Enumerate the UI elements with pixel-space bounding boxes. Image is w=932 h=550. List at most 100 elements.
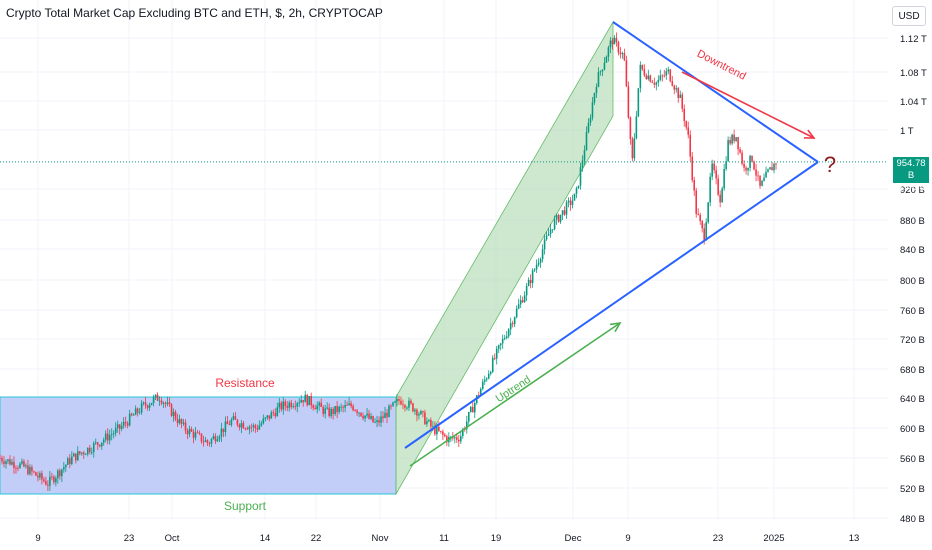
candle-body (677, 88, 680, 99)
candle-body (13, 461, 15, 468)
candle-body (669, 69, 672, 82)
candle-body (1, 458, 3, 462)
bar-countdown: 01:45:56 (893, 182, 930, 193)
candle-body (525, 285, 528, 296)
y-tick-label: 600 B (900, 424, 925, 435)
candle-body (517, 304, 520, 309)
candle-body (651, 81, 654, 83)
candle-body (130, 413, 133, 416)
candle-body (300, 400, 303, 403)
candle-body (116, 424, 119, 428)
candle-body (78, 451, 81, 454)
candle-body (503, 338, 506, 339)
candle-body (657, 79, 660, 83)
x-tick-label: 22 (311, 533, 322, 544)
candle-body (410, 400, 412, 404)
candle-body (737, 137, 739, 150)
candle-body (23, 461, 25, 467)
x-tick-label: Nov (372, 533, 389, 544)
candles (0, 32, 777, 491)
y-axis: 1.12 T 1.08 T 1.04 T 1 T 920 B 880 B 840 B 800 … (900, 34, 927, 525)
candle-body (330, 408, 332, 417)
currency-selector[interactable]: USD (892, 6, 926, 26)
candle-body (551, 229, 554, 231)
candle-body (178, 419, 181, 424)
uptrend-arrow-shaft (409, 322, 621, 467)
candle-body (19, 463, 21, 468)
candle-body (138, 412, 141, 414)
candle-body (65, 464, 67, 468)
candle-body (282, 401, 285, 410)
candle-body (763, 177, 765, 181)
candle-body (404, 405, 406, 408)
candle-body (288, 402, 291, 408)
candle-body (473, 402, 476, 413)
candle-body (408, 400, 410, 408)
candle-body (67, 458, 69, 465)
candle-body (250, 426, 253, 428)
candle-body (625, 60, 628, 87)
candle-body (280, 402, 283, 410)
candle-body (575, 188, 578, 194)
candle-body (328, 407, 330, 417)
uptrend-arrow-head (609, 321, 622, 333)
x-tick-label: Oct (165, 533, 180, 544)
candle-body (647, 75, 650, 79)
candle-body (96, 442, 99, 445)
uptrend-arrow (409, 321, 622, 467)
candle-body (611, 40, 614, 45)
candle-body (471, 406, 474, 413)
candle-body (769, 167, 771, 170)
candle-body (210, 439, 213, 444)
y-tick-label: 800 B (900, 276, 925, 287)
candle-body (292, 406, 295, 408)
range-box (0, 396, 397, 495)
candle-body (158, 400, 161, 402)
candle-body (683, 108, 686, 122)
candle-body (485, 378, 488, 380)
candle-body (186, 430, 189, 435)
support-label: Support (224, 499, 267, 513)
candle-body (224, 421, 227, 433)
candle-body (691, 156, 694, 181)
candle-body (655, 82, 658, 85)
x-tick-label: Dec (565, 533, 582, 544)
candle-body (637, 88, 640, 117)
candle-body (314, 407, 316, 410)
candle-body (709, 176, 711, 203)
candle-body (31, 467, 33, 472)
candle-body (342, 406, 344, 408)
y-tick-label: 840 B (900, 245, 925, 256)
y-tick-label: 1.04 T (900, 97, 927, 108)
candle-body (340, 406, 342, 408)
y-tick-label: 720 B (900, 335, 925, 346)
candle-body (454, 437, 456, 439)
candle-body (202, 441, 205, 443)
candle-body (118, 424, 121, 429)
candle-body (384, 412, 386, 419)
candle-body (174, 411, 177, 420)
candle-body (0, 458, 1, 459)
candle-body (771, 167, 773, 171)
candle-body (374, 422, 376, 423)
candle-body (29, 467, 31, 475)
candle-body (49, 476, 51, 486)
candle-body (695, 190, 698, 214)
candle-body (579, 167, 582, 186)
candle-body (148, 404, 151, 408)
candle-body (208, 443, 211, 444)
candle-body (214, 436, 217, 442)
candle-body (707, 202, 709, 223)
candle-body (382, 416, 384, 419)
ascending-channel (395, 20, 614, 496)
candle-body (256, 428, 259, 430)
candle-body (687, 127, 690, 135)
candle-body (284, 401, 287, 406)
candle-body (170, 404, 173, 417)
candle-body (132, 414, 135, 416)
candle-body (144, 402, 147, 406)
candle-body (222, 428, 225, 433)
candle-body (254, 425, 257, 429)
candle-body (499, 343, 502, 346)
